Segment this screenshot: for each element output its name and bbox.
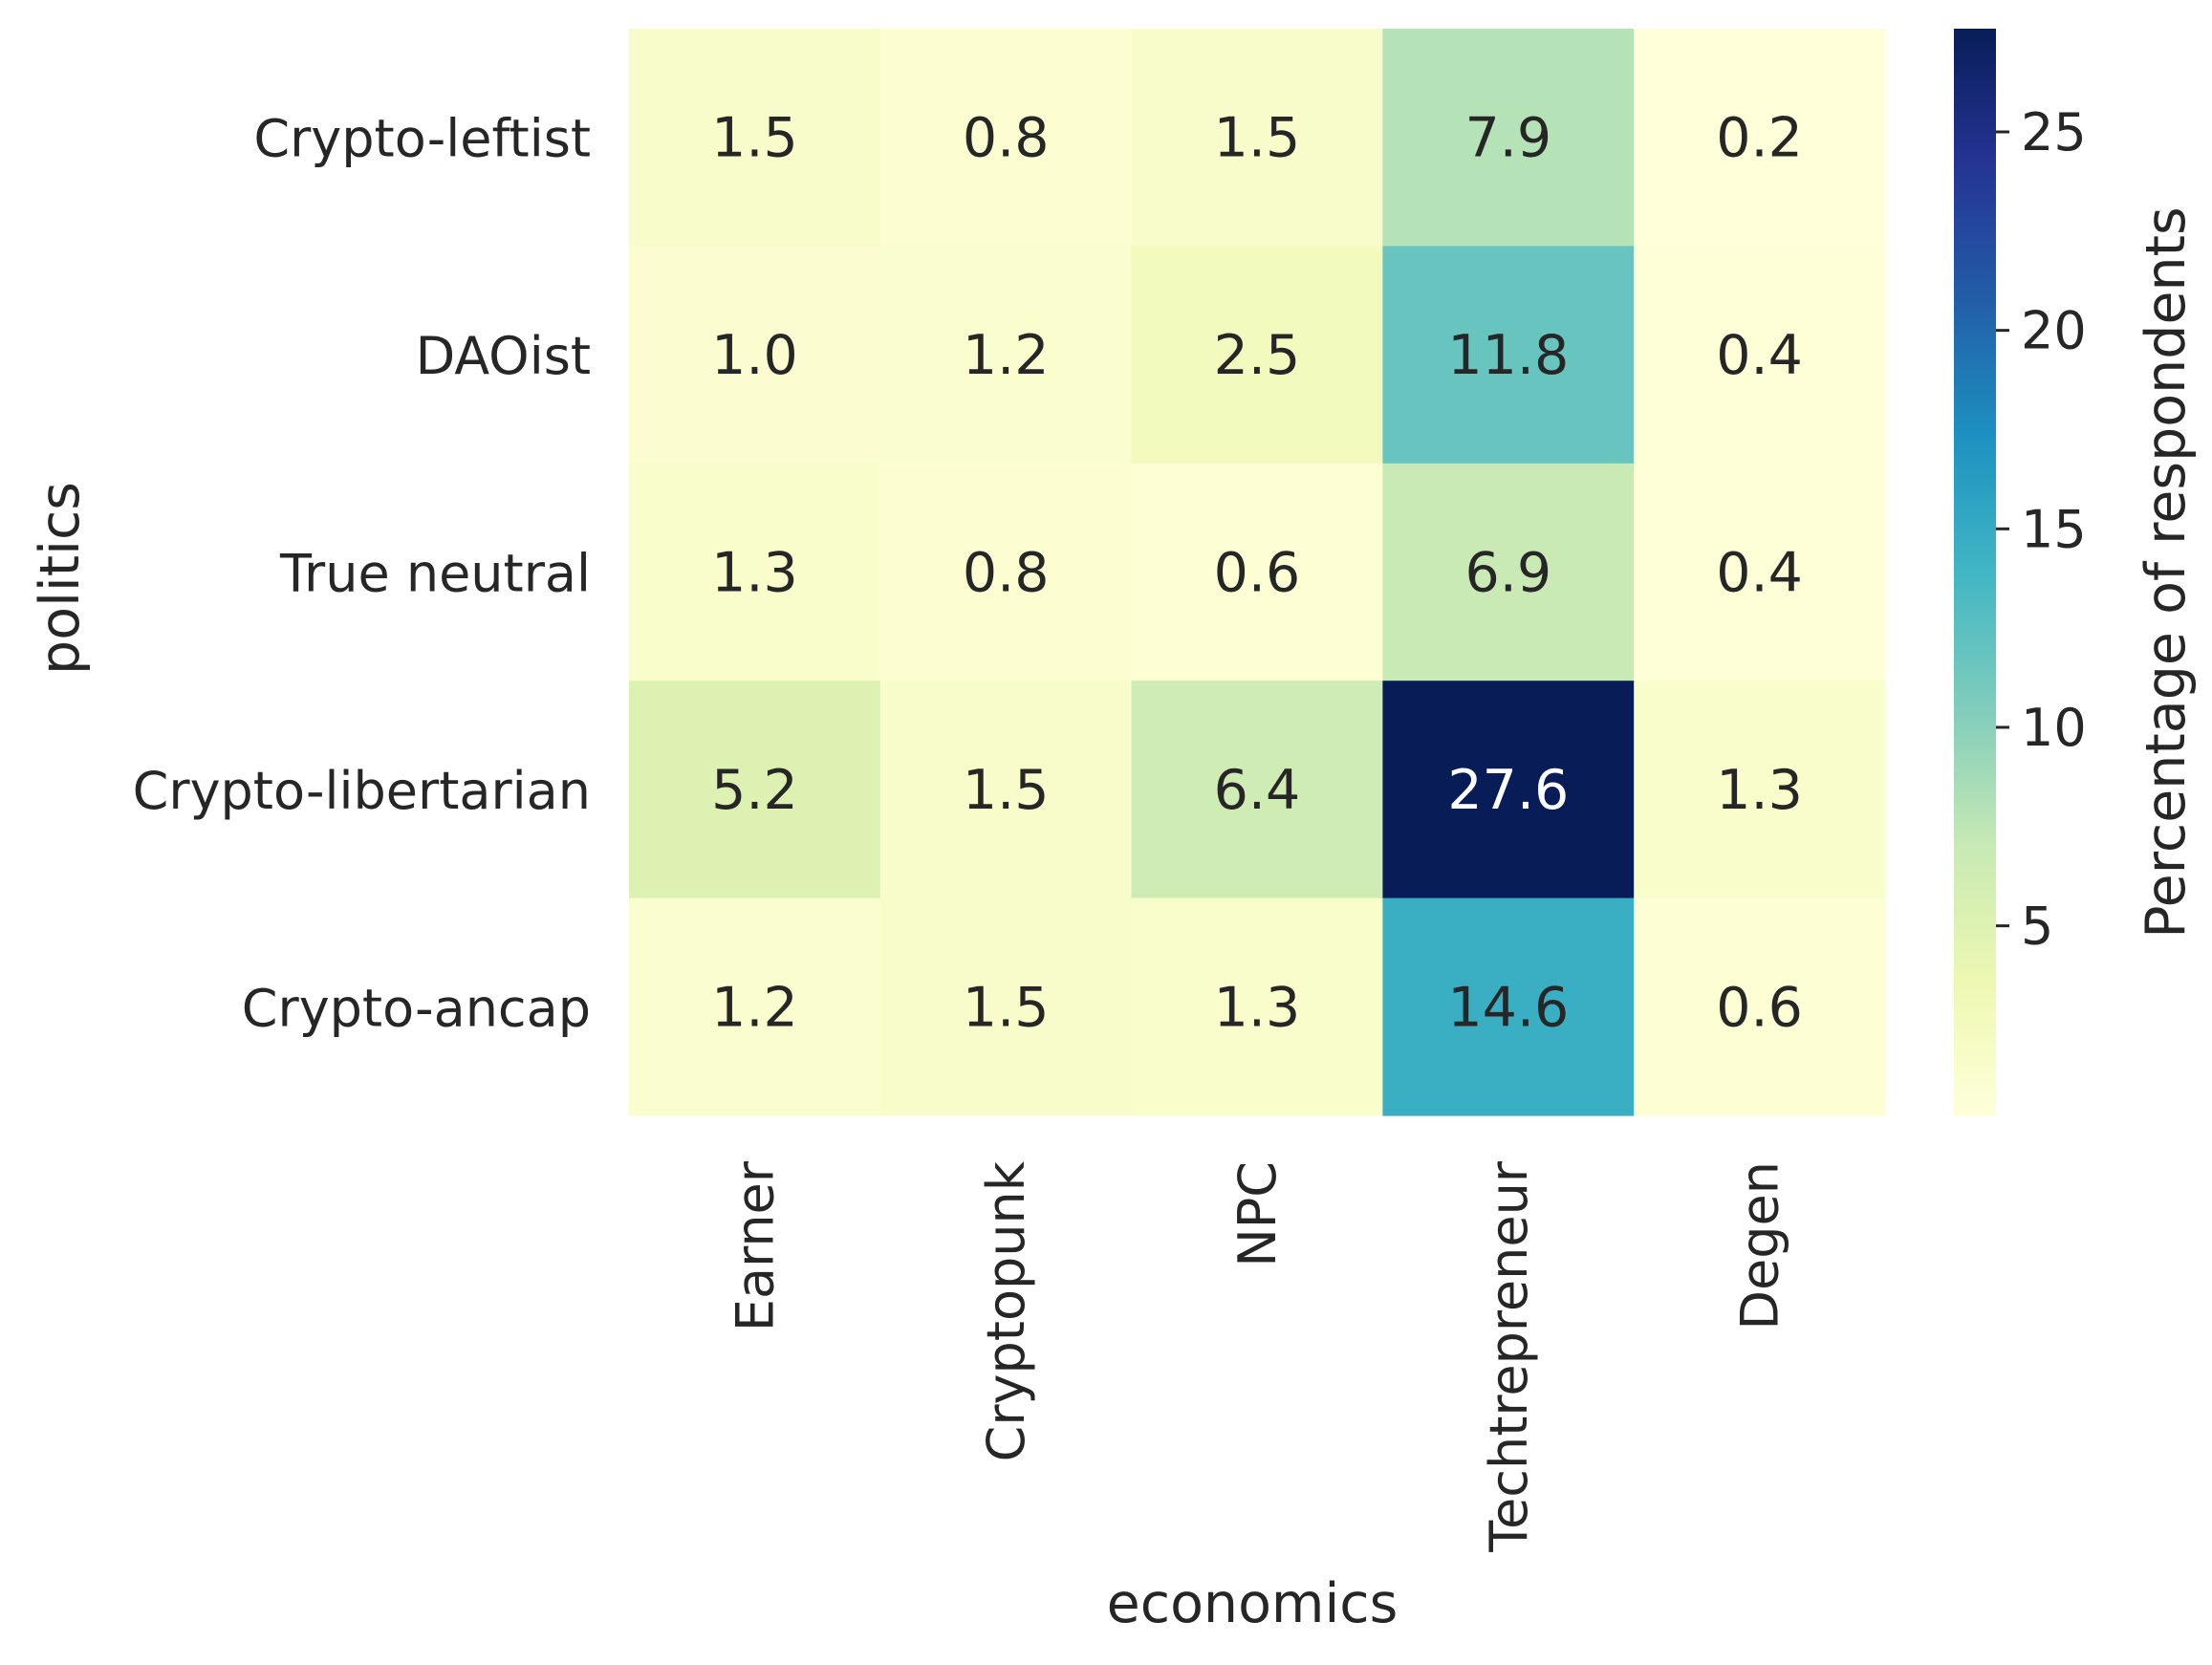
cell-value-label: 0.2 — [1716, 107, 1803, 170]
heatmap-cell — [1131, 246, 1383, 465]
colorbar — [1954, 29, 1996, 1116]
heatmap-cell — [1382, 246, 1635, 465]
cell-value-label: 1.5 — [963, 759, 1050, 822]
cell-value-label: 1.2 — [963, 324, 1050, 387]
cell-value-label: 0.6 — [1214, 542, 1301, 605]
cell-value-label: 0.8 — [963, 542, 1050, 605]
cell-value-label: 2.5 — [1214, 324, 1301, 387]
y-tick-label: Crypto-ancap — [242, 978, 591, 1038]
heatmap-cell — [629, 681, 881, 899]
y-tick-label: Crypto-libertarian — [133, 761, 591, 821]
heatmap-cell — [879, 29, 1133, 247]
cell-value-label: 5.2 — [711, 759, 798, 822]
cell-value-label: 14.6 — [1447, 976, 1569, 1039]
cell-value-label: 1.5 — [1214, 107, 1301, 170]
y-axis-tick-labels: Crypto-leftist DAOist True neutral Crypto-l… — [133, 109, 591, 1039]
heatmap-cell — [1634, 681, 1886, 899]
heatmap-cell — [629, 246, 881, 465]
heatmap-cell — [629, 29, 881, 247]
cell-value-label: 27.6 — [1447, 759, 1569, 822]
heatmap-cell — [1634, 897, 1886, 1116]
heatmap-cell — [1131, 463, 1383, 681]
cell-value-label: 1.5 — [711, 107, 798, 170]
heatmap-cell — [879, 681, 1133, 899]
heatmap-cell-labels: 1.5 0.8 1.5 7.9 0.2 1.0 1.2 2.5 11.8 0.4 1.3 0.8 0.6… — [711, 107, 1803, 1040]
x-axis-tick-labels: Earner Cryptopunk NPC Techtrepreneur Degen — [725, 1160, 1789, 1553]
heatmap-cell — [1382, 897, 1635, 1116]
heatmap-cell — [879, 246, 1133, 465]
heatmap-cells — [629, 29, 1886, 1116]
cell-value-label: 0.6 — [1716, 976, 1803, 1039]
cell-value-label: 0.4 — [1716, 324, 1803, 387]
x-tick-label: Degen — [1730, 1161, 1790, 1330]
heatmap-cell — [1382, 681, 1635, 899]
cell-value-label: 1.3 — [711, 542, 798, 605]
x-axis-label: economics — [1107, 1572, 1399, 1635]
heatmap-cell — [1382, 463, 1635, 681]
y-tick-label: DAOist — [416, 326, 591, 386]
cell-value-label: 1.5 — [963, 976, 1050, 1039]
colorbar-tick-label: 20 — [2021, 301, 2087, 361]
cell-value-label: 11.8 — [1447, 324, 1569, 387]
heatmap-cell — [1131, 29, 1383, 247]
x-tick-label: Cryptopunk — [976, 1160, 1036, 1461]
cell-value-label: 1.2 — [711, 976, 798, 1039]
cell-value-label: 6.9 — [1464, 542, 1551, 605]
cell-value-label: 6.4 — [1214, 759, 1301, 822]
heatmap-cell — [629, 463, 881, 681]
colorbar-tick-label: 5 — [2021, 897, 2053, 957]
cell-value-label: 1.3 — [1214, 976, 1301, 1039]
heatmap-cell — [1634, 246, 1886, 465]
y-tick-label: True neutral — [279, 544, 591, 604]
cell-value-label: 7.9 — [1464, 107, 1551, 170]
heatmap-cell — [1634, 463, 1886, 681]
x-tick-label: Earner — [725, 1160, 785, 1331]
heatmap-cell — [1634, 29, 1886, 247]
colorbar-tick-label: 25 — [2021, 102, 2087, 162]
colorbar-label: Percentage of respondents — [2135, 206, 2198, 938]
y-axis-label: politics — [29, 482, 92, 675]
heatmap-cell — [1131, 681, 1383, 899]
heatmap-cell — [1131, 897, 1383, 1116]
y-tick-label: Crypto-leftist — [253, 109, 591, 169]
x-tick-label: Techtrepreneur — [1479, 1160, 1539, 1553]
heatmap-cell — [1382, 29, 1635, 247]
cell-value-label: 1.0 — [711, 324, 798, 387]
cell-value-label: 0.4 — [1716, 542, 1803, 605]
heatmap-cell — [879, 463, 1133, 681]
colorbar-ticks: 5 10 15 20 25 — [1996, 102, 2087, 957]
colorbar-tick-label: 10 — [2021, 698, 2087, 758]
cell-value-label: 1.3 — [1716, 759, 1803, 822]
x-tick-label: NPC — [1227, 1161, 1288, 1267]
colorbar-tick-label: 15 — [2021, 499, 2087, 559]
heatmap-cell — [629, 897, 881, 1116]
cell-value-label: 0.8 — [963, 107, 1050, 170]
heatmap-cell — [879, 897, 1133, 1116]
